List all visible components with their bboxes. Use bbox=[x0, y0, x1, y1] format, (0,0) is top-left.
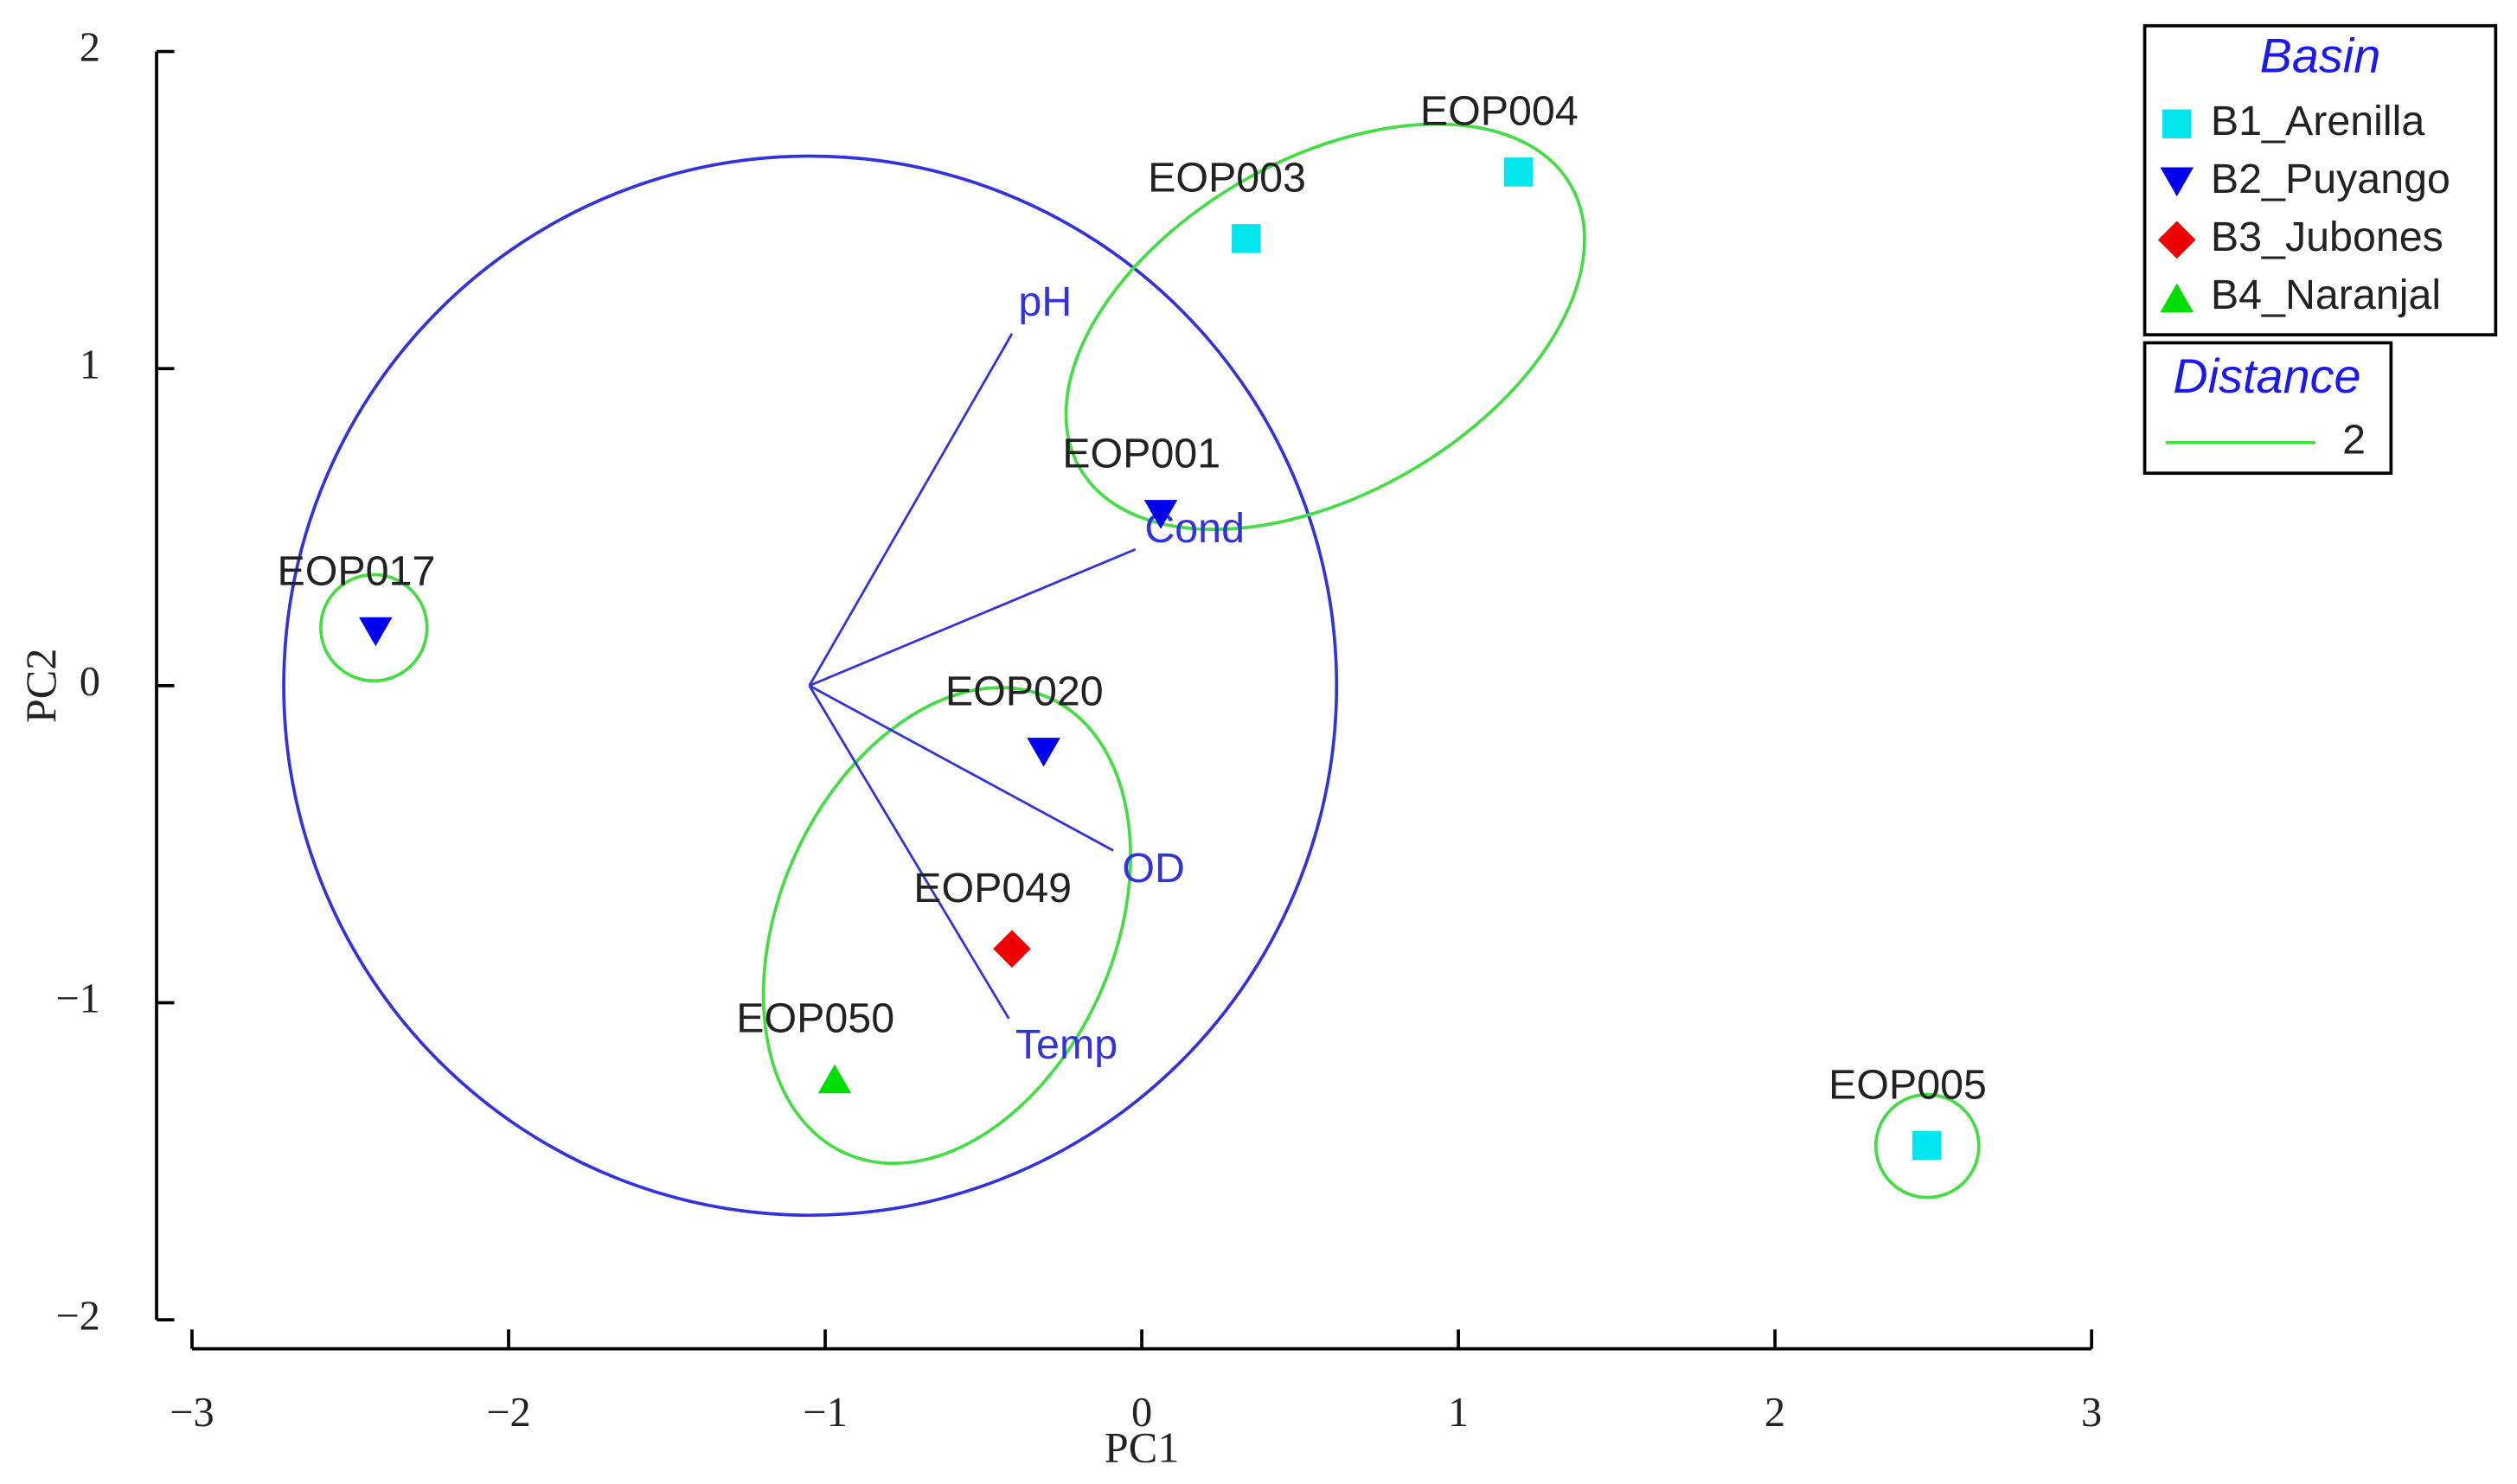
point bbox=[1503, 157, 1534, 187]
cluster-ellipse bbox=[1064, 122, 1586, 532]
x-tick-label: 1 bbox=[1448, 1390, 1469, 1436]
cluster-ellipse bbox=[1873, 1092, 1981, 1199]
x-axis-title: PC1 bbox=[1105, 1423, 1180, 1471]
point bbox=[359, 617, 393, 647]
point-label: EOP050 bbox=[736, 995, 894, 1041]
legend-label: B4_Naranjal bbox=[2211, 272, 2441, 318]
point bbox=[1027, 738, 1060, 767]
point-label: EOP005 bbox=[1829, 1061, 1987, 1108]
correlation-circle bbox=[282, 154, 1339, 1218]
legend-title: Distance bbox=[2173, 349, 2360, 403]
loading-vector bbox=[808, 685, 1010, 1020]
point-label: EOP017 bbox=[278, 547, 436, 594]
x-tick-label: −2 bbox=[486, 1390, 530, 1436]
legend-label: B2_Puyango bbox=[2211, 156, 2450, 202]
x-tick-label: −1 bbox=[803, 1390, 847, 1436]
x-tick-label: −3 bbox=[170, 1390, 214, 1436]
x-tick-label: 3 bbox=[2081, 1390, 2102, 1436]
point-label: EOP020 bbox=[945, 668, 1104, 715]
point bbox=[1143, 500, 1178, 529]
cluster-ellipse bbox=[319, 572, 429, 683]
legend-marker bbox=[2162, 109, 2192, 139]
vector-label: Temp bbox=[1015, 1021, 1118, 1068]
point-label: EOP003 bbox=[1148, 155, 1306, 201]
y-tick-label: 0 bbox=[80, 659, 100, 705]
point-label: EOP049 bbox=[913, 865, 1072, 912]
loading-vector bbox=[808, 333, 1014, 687]
legend-title: Basin bbox=[2260, 29, 2381, 83]
point-label: EOP001 bbox=[1062, 431, 1220, 477]
vector-label: pH bbox=[1018, 278, 1072, 325]
legend-box bbox=[2142, 23, 2498, 336]
point bbox=[993, 930, 1031, 968]
y-tick-label: −2 bbox=[55, 1293, 99, 1339]
loading-vector bbox=[809, 547, 1137, 688]
x-tick-label: 0 bbox=[1131, 1390, 1152, 1436]
y-tick-label: 1 bbox=[80, 342, 100, 387]
point bbox=[1232, 224, 1261, 253]
legend-marker bbox=[2160, 283, 2194, 313]
point bbox=[1912, 1130, 1942, 1161]
x-tick-label: 2 bbox=[1764, 1390, 1785, 1436]
point-label: EOP004 bbox=[1420, 88, 1579, 135]
vector-label: OD bbox=[1122, 845, 1185, 892]
legend-label: B1_Arenilla bbox=[2211, 98, 2424, 144]
legend-box bbox=[2142, 341, 2393, 476]
y-tick-label: −1 bbox=[55, 976, 99, 1022]
legend-label: 2 bbox=[2342, 417, 2366, 464]
legend-marker bbox=[2158, 221, 2196, 259]
cluster-ellipse bbox=[761, 686, 1132, 1166]
legend-label: B3_Jubones bbox=[2211, 214, 2443, 260]
y-tick-label: 2 bbox=[80, 25, 100, 71]
legend-marker bbox=[2160, 167, 2194, 197]
point bbox=[817, 1064, 852, 1094]
loading-vector bbox=[809, 684, 1114, 852]
y-axis-title: PC2 bbox=[16, 649, 65, 724]
